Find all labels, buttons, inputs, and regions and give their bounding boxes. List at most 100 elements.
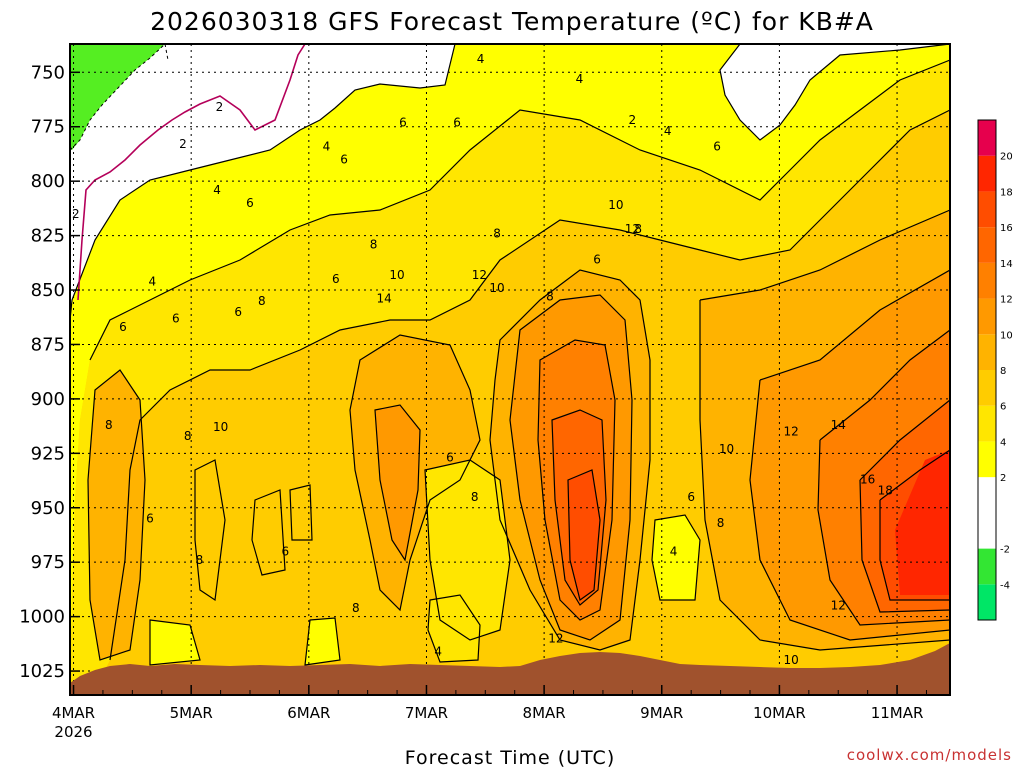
colorbar-swatch	[978, 584, 996, 620]
x-tick-label: 8MAR	[523, 704, 566, 722]
colorbar-swatch	[978, 441, 996, 478]
contour-label: 10	[489, 281, 504, 295]
x-year-label: 2026	[54, 723, 92, 741]
colorbar-swatch	[978, 155, 996, 192]
contour-label: 8	[105, 418, 113, 432]
colorbar-swatch	[978, 405, 996, 442]
y-tick-label: 975	[31, 552, 65, 573]
x-tick-label: 4MAR	[52, 704, 95, 722]
y-axis: 750 775 800 825 850 875 900 925 950 975 1000 1025	[19, 62, 80, 682]
y-tick-label: 950	[31, 498, 65, 519]
contour-label: 8	[493, 226, 501, 240]
contour-label: 16	[860, 472, 875, 486]
contour-label: 4	[213, 183, 221, 197]
x-tick-label: 7MAR	[405, 704, 448, 722]
colorbar-swatch	[978, 477, 996, 513]
region-4-6	[70, 60, 950, 690]
y-tick-label: 850	[31, 280, 65, 301]
contour-label: 2	[72, 207, 80, 221]
contour-label: 4	[323, 139, 331, 153]
region-16-18-a	[568, 470, 600, 600]
contour-label: 10	[719, 442, 734, 456]
x-axis-label: Forecast Time (UTC)	[405, 747, 615, 768]
contour-label: 8	[258, 294, 266, 308]
contour-label: 6	[332, 272, 340, 286]
colorbar-swatch	[978, 298, 996, 335]
region-yellow-2-4	[70, 44, 950, 690]
colorbar-swatch	[978, 334, 996, 370]
contour-label: 8	[634, 222, 642, 236]
plot-frame	[69, 43, 951, 696]
credit-text: coolwx.com/models	[847, 746, 1012, 764]
x-axis: 4MAR 5MAR 6MAR 7MAR 8MAR 9MAR 10MAR 11MAR 2026	[52, 685, 927, 741]
chart-title: 2026030318 GFS Forecast Temperature (ºC)…	[150, 7, 874, 36]
contour-label: 8	[370, 237, 378, 251]
contour-label: 14	[831, 418, 846, 432]
y-tick-label: 750	[31, 62, 65, 83]
region-pocket-4c	[150, 620, 200, 665]
colorbar-swatch	[978, 548, 996, 585]
contour-label: 12	[784, 425, 799, 439]
region-white-2	[720, 44, 950, 140]
colorbar-tick-label: 2	[1000, 473, 1006, 484]
contour-label: 8	[352, 601, 360, 615]
contour-label: 6	[146, 512, 154, 526]
colorbar-tick-label: 4	[1000, 437, 1006, 448]
colorbar-swatch	[978, 262, 996, 299]
contour-label: 4	[664, 124, 672, 138]
contour-labels: -200222444424466666666668888888101010101…	[70, 52, 893, 671]
contour-label: 10	[608, 198, 623, 212]
region-pocket-6	[425, 460, 510, 640]
region-pocket-4b	[652, 515, 700, 600]
x-tick-label: 9MAR	[640, 704, 683, 722]
contour-label: 6	[281, 544, 289, 558]
contour-label: 12	[625, 222, 640, 236]
x-tick-label: 11MAR	[871, 704, 924, 722]
contour-label: 12	[472, 268, 487, 282]
colorbar-tick-label: -4	[1000, 580, 1010, 591]
contour-label: 6	[340, 152, 348, 166]
colorbar-swatch	[978, 512, 996, 549]
colorbar-tick-label: 14	[1000, 259, 1013, 270]
colorbar-swatch	[978, 120, 996, 156]
colorbar-tick-label: 16	[1000, 223, 1013, 234]
contour-label: 4	[477, 52, 485, 66]
x-tick-label: 6MAR	[287, 704, 330, 722]
contour-label: 6	[713, 139, 721, 153]
contour-label: 10	[389, 268, 404, 282]
contour-label: 18	[878, 483, 893, 497]
region-green	[70, 44, 165, 150]
x-tick-label: 10MAR	[753, 704, 806, 722]
region-10-12-c	[375, 405, 420, 560]
contour-label: 6	[446, 451, 454, 465]
terrain	[70, 643, 950, 695]
region-white	[70, 44, 455, 320]
contour-label: 4	[576, 72, 584, 86]
y-tick-label: 1000	[19, 607, 65, 628]
y-tick-label: 825	[31, 226, 65, 247]
contour-label: 4	[149, 274, 157, 288]
colorbar-frame	[977, 119, 997, 621]
plot-area: -200222444424466666666668888888101010101…	[69, 43, 951, 696]
y-tick-label: 800	[31, 171, 65, 192]
contour-label: 6	[119, 320, 127, 334]
contour-label: 10	[213, 420, 228, 434]
contour-label: 6	[453, 115, 461, 129]
contour-label: 6	[234, 305, 242, 319]
contour-label: 8	[196, 553, 204, 567]
colorbar: -4 -2 2 4 6 8 10 12 14 16 18 20	[977, 119, 1013, 621]
colorbar-tick-label: 6	[1000, 402, 1006, 413]
contour-label: 8	[546, 290, 554, 304]
colorbar-tick-label: 10	[1000, 330, 1013, 341]
y-tick-label: 925	[31, 443, 65, 464]
region-18-20	[895, 450, 950, 595]
contour-lines	[70, 44, 950, 666]
contour-label: 4	[434, 644, 442, 658]
contour-label: 6	[593, 253, 601, 267]
contour-label: 10	[784, 653, 799, 667]
contour-lines-dashed	[70, 44, 169, 151]
colorbar-swatch	[978, 227, 996, 263]
region-8-10-d	[88, 370, 145, 660]
contour-label: 6	[687, 490, 695, 504]
